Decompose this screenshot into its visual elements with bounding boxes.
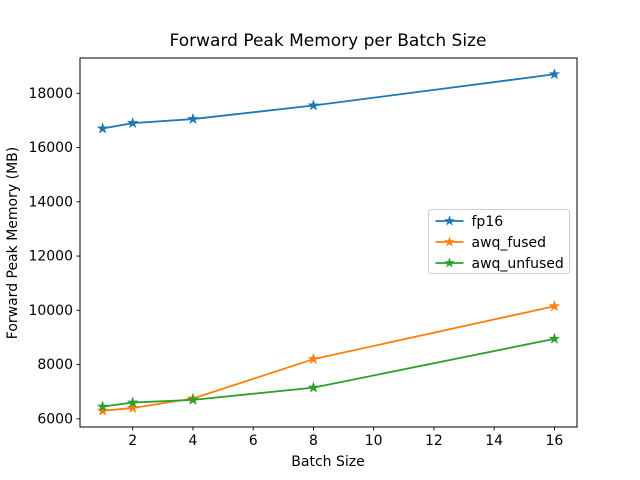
data-point-awq_fused-batch-8 bbox=[307, 352, 320, 365]
data-point-fp16-batch-16 bbox=[548, 67, 561, 80]
x-axis-label: Batch Size bbox=[291, 454, 364, 470]
data-point-awq_unfused-batch-4 bbox=[186, 393, 199, 405]
x-tick-label: 14 bbox=[485, 433, 503, 449]
y-tick-label: 18000 bbox=[28, 86, 73, 102]
chart-title: Forward Peak Memory per Batch Size bbox=[170, 31, 487, 51]
data-point-fp16-batch-1 bbox=[96, 122, 109, 134]
y-tick-label: 12000 bbox=[28, 249, 73, 265]
x-tick-label: 10 bbox=[365, 433, 383, 449]
series-line-awq_fused bbox=[101, 305, 556, 412]
x-tick-label: 16 bbox=[545, 433, 563, 449]
data-point-awq_fused-batch-1 bbox=[96, 404, 109, 416]
data-point-awq_unfused-batch-2 bbox=[126, 396, 139, 408]
legend-label-awq_fused: awq_fused bbox=[472, 235, 547, 251]
data-point-awq_unfused-batch-1 bbox=[96, 400, 109, 412]
x-tick-label: 4 bbox=[188, 433, 197, 449]
axes-frame bbox=[79, 57, 578, 428]
data-point-fp16-batch-2 bbox=[126, 116, 139, 129]
legend-marker-fp16 bbox=[443, 215, 456, 226]
legend-box bbox=[428, 209, 570, 274]
series-line-fp16 bbox=[101, 73, 556, 130]
plot-area: 2 4 6 8 10 12 14 16 6000 8000 10000 12000 14000 16000… bbox=[28, 57, 578, 449]
y-tick-label: 14000 bbox=[28, 194, 73, 210]
x-tick-label: 2 bbox=[128, 433, 137, 449]
series-line-awq_unfused bbox=[101, 337, 556, 408]
y-axis-label: Forward Peak Memory (MB) bbox=[5, 147, 21, 339]
x-tick-label: 8 bbox=[309, 433, 318, 449]
y-tick-label: 6000 bbox=[37, 411, 73, 427]
data-point-awq_fused-batch-2 bbox=[126, 401, 139, 414]
legend-label-fp16: fp16 bbox=[472, 214, 504, 230]
legend: fp16 awq_fused awq_unfused bbox=[428, 209, 570, 274]
x-tick-label: 12 bbox=[425, 433, 443, 449]
y-tick-label: 8000 bbox=[37, 357, 73, 373]
y-tick-label: 16000 bbox=[28, 140, 73, 156]
legend-marker-awq_unfused bbox=[443, 257, 456, 268]
data-point-fp16-batch-8 bbox=[307, 99, 320, 111]
x-tick-label: 6 bbox=[249, 433, 258, 449]
y-tick-label: 10000 bbox=[28, 303, 73, 319]
data-point-awq_unfused-batch-8 bbox=[307, 381, 320, 393]
legend-marker-awq_fused bbox=[443, 236, 456, 247]
data-point-awq_unfused-batch-16 bbox=[548, 332, 561, 344]
legend-label-awq_unfused: awq_unfused bbox=[472, 256, 564, 272]
data-point-awq_fused-batch-16 bbox=[548, 299, 561, 312]
data-point-fp16-batch-4 bbox=[186, 112, 199, 125]
